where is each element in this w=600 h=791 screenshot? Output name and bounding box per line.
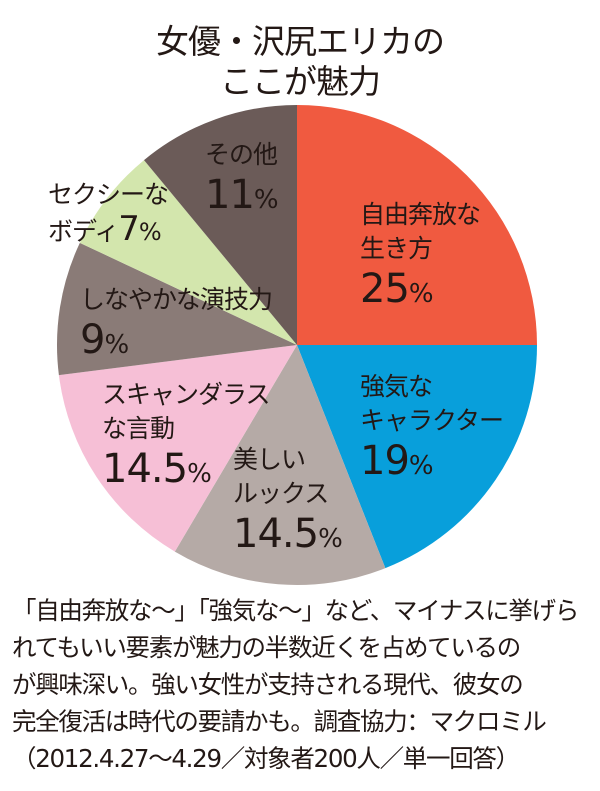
label-line: キャラクター [360, 406, 504, 435]
pie-slice-4 [56, 242, 297, 376]
note-line: れてもいい要素が魅力の半数近くを占めているの [12, 633, 521, 662]
slice-label-other: その他 11% [205, 138, 279, 223]
label-line: セクシーな [48, 180, 169, 209]
label-line: その他 [205, 140, 278, 169]
label-line: 自由奔放な [360, 200, 481, 229]
slice-label-free-lifestyle: 自由奔放な 生き方 25% [360, 198, 481, 317]
label-line: ボディ7% [48, 209, 162, 249]
slice-label-scandalous-behavior: スキャンダラス な言動 14.5% [102, 378, 271, 497]
note-line: 「自由奔放な〜」「強気な〜」など、マイナスに挙げら [12, 596, 579, 625]
pie-slice-3 [58, 345, 297, 552]
label-line: ルックス [233, 479, 329, 508]
slice-label-sexy-body: セクシーな ボディ7% [48, 178, 169, 249]
slice-label-strong-character: 強気な キャラクター 19% [360, 370, 504, 489]
label-line: 美しい [233, 445, 306, 474]
pie-slice-5 [79, 160, 297, 345]
pie-slice-2 [174, 345, 386, 585]
chart-title-line-2: ここが魅力 [220, 62, 381, 101]
slice-value: 14.5% [233, 511, 343, 557]
pie-slice-0 [297, 105, 537, 345]
label-line: しなやかな演技力 [80, 285, 273, 314]
note-line: 完全復活は時代の要請かも。調査協力：マクロミル [12, 707, 547, 736]
slice-value: 9% [80, 317, 129, 363]
pie-chart [56, 105, 537, 585]
pie-slice-1 [297, 345, 537, 569]
slice-value: 14.5% [102, 446, 212, 492]
label-line: スキャンダラス [102, 380, 271, 409]
commentary-text: 「自由奔放な〜」「強気な〜」など、マイナスに挙げら れてもいい要素が魅力の半数近… [12, 592, 597, 777]
label-line: な言動 [102, 414, 175, 443]
slice-label-beautiful-looks: 美しい ルックス 14.5% [233, 443, 343, 562]
label-line: 生き方 [360, 234, 433, 263]
chart-title-line-1: 女優・沢尻エリカの [156, 22, 445, 61]
pie-slice-6 [144, 105, 297, 345]
slice-value: 19% [360, 438, 434, 484]
slice-value: 25% [360, 266, 434, 312]
slice-value: 11% [205, 172, 279, 218]
label-line: 強気な [360, 372, 433, 401]
note-line: が興味深い。強い女性が支持される現代、彼女の [12, 670, 524, 699]
survey-source-line: （2012.4.27〜4.29／対象者200人／単一回答） [12, 744, 520, 773]
slice-label-supple-acting: しなやかな演技力 9% [80, 283, 273, 368]
